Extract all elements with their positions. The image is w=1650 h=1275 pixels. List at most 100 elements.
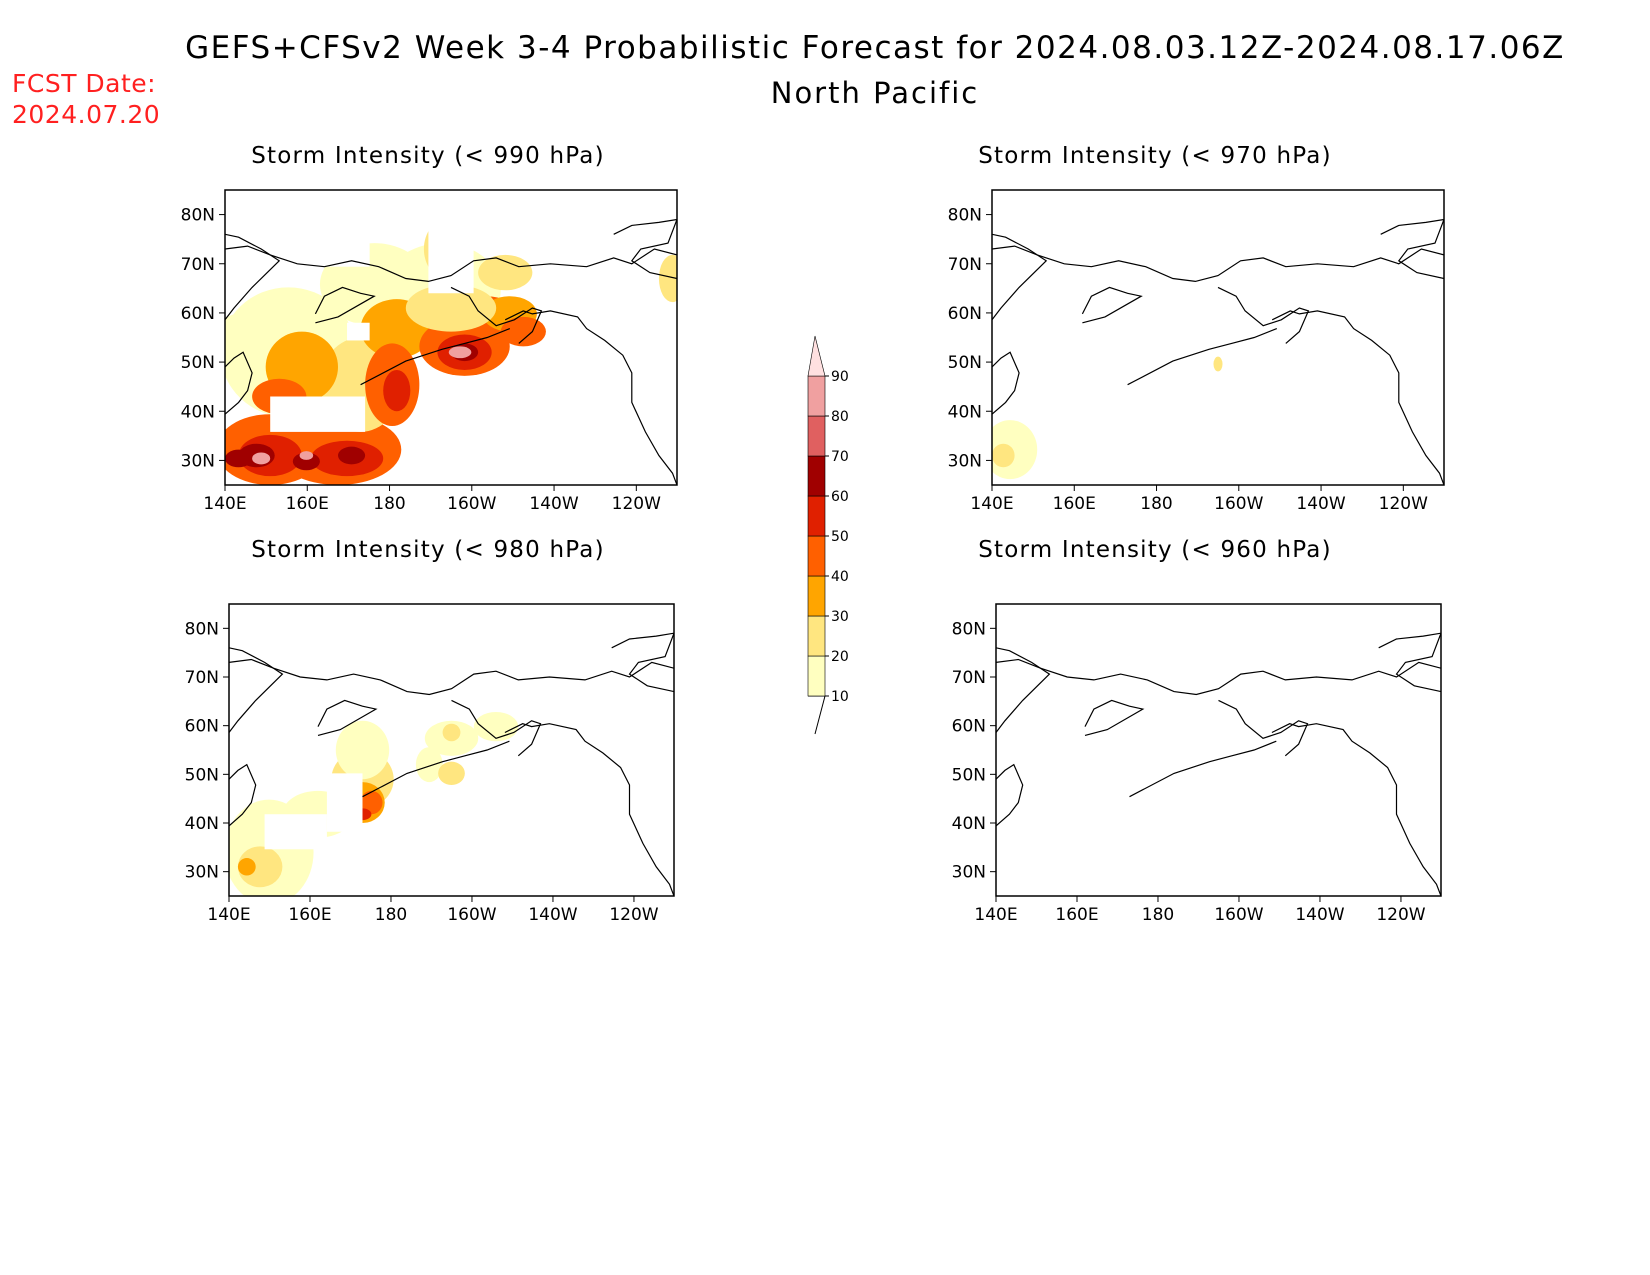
lat-tick-label: 30N xyxy=(185,863,219,883)
coastline-0 xyxy=(229,647,284,733)
lon-tick-label: 160W xyxy=(447,494,496,514)
lon-tick-label: 160E xyxy=(1053,494,1096,514)
coastline-1 xyxy=(996,658,1441,696)
coastline-1 xyxy=(229,658,674,696)
coastline-1 xyxy=(225,245,677,283)
lat-tick-label: 50N xyxy=(952,765,986,785)
lat-tick-label: 70N xyxy=(181,255,215,275)
lat-tick-label: 80N xyxy=(952,619,986,639)
coastline-6 xyxy=(362,740,510,798)
map-frame xyxy=(995,603,1442,897)
panel-title-970: Storm Intensity (< 970 hPa) xyxy=(978,143,1332,169)
coastline-4 xyxy=(504,310,677,485)
lon-tick-label: 160E xyxy=(288,905,331,925)
map-panel-980: 80N 70N 60N 50N 40N 30N 140E 160E 180 160W 140W 120… xyxy=(185,603,675,925)
shaded-probability xyxy=(225,218,677,485)
missing-area-3 xyxy=(428,219,474,294)
prob-area-1 xyxy=(237,846,283,888)
colorbar-segment-3 xyxy=(807,535,826,577)
lon-tick-label: 140E xyxy=(207,905,250,925)
colorbar-label: 70 xyxy=(831,449,849,465)
prob-area-2 xyxy=(1213,356,1223,372)
prob-area-25 xyxy=(478,254,533,291)
forecast-date-value: 2024.07.20 xyxy=(12,100,161,129)
lon-tick-label: 140W xyxy=(528,905,577,925)
prob-area-1 xyxy=(992,443,1015,468)
colorbar-label: 60 xyxy=(831,489,849,505)
coastline-2 xyxy=(1081,286,1143,324)
shaded-probability xyxy=(229,632,674,896)
coastline-5 xyxy=(225,351,253,415)
missing-area-0 xyxy=(264,814,327,850)
prob-area-17 xyxy=(338,446,366,465)
lat-tick-label: 70N xyxy=(185,668,219,688)
panel-title-960: Storm Intensity (< 960 hPa) xyxy=(978,537,1332,563)
lon-tick-label: 180 xyxy=(1142,905,1174,925)
lat-tick-label: 30N xyxy=(948,451,982,471)
coastline-0 xyxy=(996,647,1051,733)
coastline-6 xyxy=(360,328,511,386)
coastline-7 xyxy=(1378,632,1441,693)
missing-area-2 xyxy=(270,237,370,267)
lon-tick-label: 120W xyxy=(1379,494,1428,514)
colorbar-segment-7 xyxy=(807,375,826,417)
coastline-3 xyxy=(1218,699,1309,757)
lon-tick-label: 160E xyxy=(286,494,329,514)
prob-area-12 xyxy=(473,712,519,742)
coastline-7 xyxy=(613,218,677,280)
page-title: GEFS+CFSv2 Week 3-4 Probabilistic Foreca… xyxy=(185,30,1565,66)
prob-area-2 xyxy=(237,858,256,876)
lon-tick-label: 140E xyxy=(203,494,246,514)
coastline-7 xyxy=(1380,218,1444,280)
lat-tick-label: 80N xyxy=(185,619,219,639)
forecast-date: FCST Date: 2024.07.20 xyxy=(12,68,160,130)
lon-tick-label: 140W xyxy=(1295,905,1344,925)
lon-tick-label: 140W xyxy=(529,494,578,514)
coastline-6 xyxy=(1129,740,1277,798)
coastline-1 xyxy=(992,245,1444,283)
colorbar-segment-1 xyxy=(807,615,826,657)
lat-tick-label: 80N xyxy=(181,206,215,226)
prob-area-6 xyxy=(335,720,390,780)
map-frame xyxy=(991,189,1445,486)
lon-tick-label: 120W xyxy=(609,905,658,925)
lat-tick-label: 70N xyxy=(948,255,982,275)
lat-tick-label: 50N xyxy=(185,765,219,785)
lon-tick-label: 140E xyxy=(970,494,1013,514)
coastline-4 xyxy=(1271,310,1444,485)
prob-area-23 xyxy=(500,316,546,347)
coastline-2 xyxy=(1084,699,1145,736)
panel-title-990: Storm Intensity (< 990 hPa) xyxy=(251,143,605,169)
coastline-5 xyxy=(992,351,1020,415)
prob-area-30 xyxy=(658,254,677,303)
prob-area-10 xyxy=(383,369,411,412)
lon-tick-label: 180 xyxy=(375,905,407,925)
missing-area-1 xyxy=(347,322,370,341)
coastline-5 xyxy=(996,763,1024,827)
colorbar-segment-4 xyxy=(807,495,826,537)
lat-tick-label: 60N xyxy=(185,717,219,737)
prob-area-16 xyxy=(292,452,320,471)
lat-tick-label: 40N xyxy=(181,402,215,422)
lon-tick-label: 180 xyxy=(1140,494,1172,514)
colorbar-segment-6 xyxy=(807,415,826,457)
forecast-date-label: FCST Date: xyxy=(12,69,157,98)
coastline-0 xyxy=(225,233,281,321)
coastline-3 xyxy=(450,286,543,344)
missing-area-1 xyxy=(326,773,363,832)
prob-area-19 xyxy=(299,451,314,460)
lat-tick-label: 60N xyxy=(181,304,215,324)
coastline-0 xyxy=(992,233,1048,321)
colorbar-label: 90 xyxy=(831,369,849,385)
colorbar-label: 50 xyxy=(831,529,849,545)
lat-tick-label: 80N xyxy=(948,206,982,226)
map-panel-990: 80N 70N 60N 50N 40N 30N 140E 160E 180 160W 140W 120… xyxy=(181,189,678,514)
coastline-5 xyxy=(229,763,257,827)
prob-area-5 xyxy=(360,790,383,815)
shaded-probability xyxy=(992,218,1444,485)
colorbar-label: 30 xyxy=(831,609,849,625)
colorbar-segment-0 xyxy=(807,655,826,697)
lon-tick-label: 140W xyxy=(1296,494,1345,514)
prob-area-18 xyxy=(252,452,271,465)
coastline-3 xyxy=(451,699,542,757)
